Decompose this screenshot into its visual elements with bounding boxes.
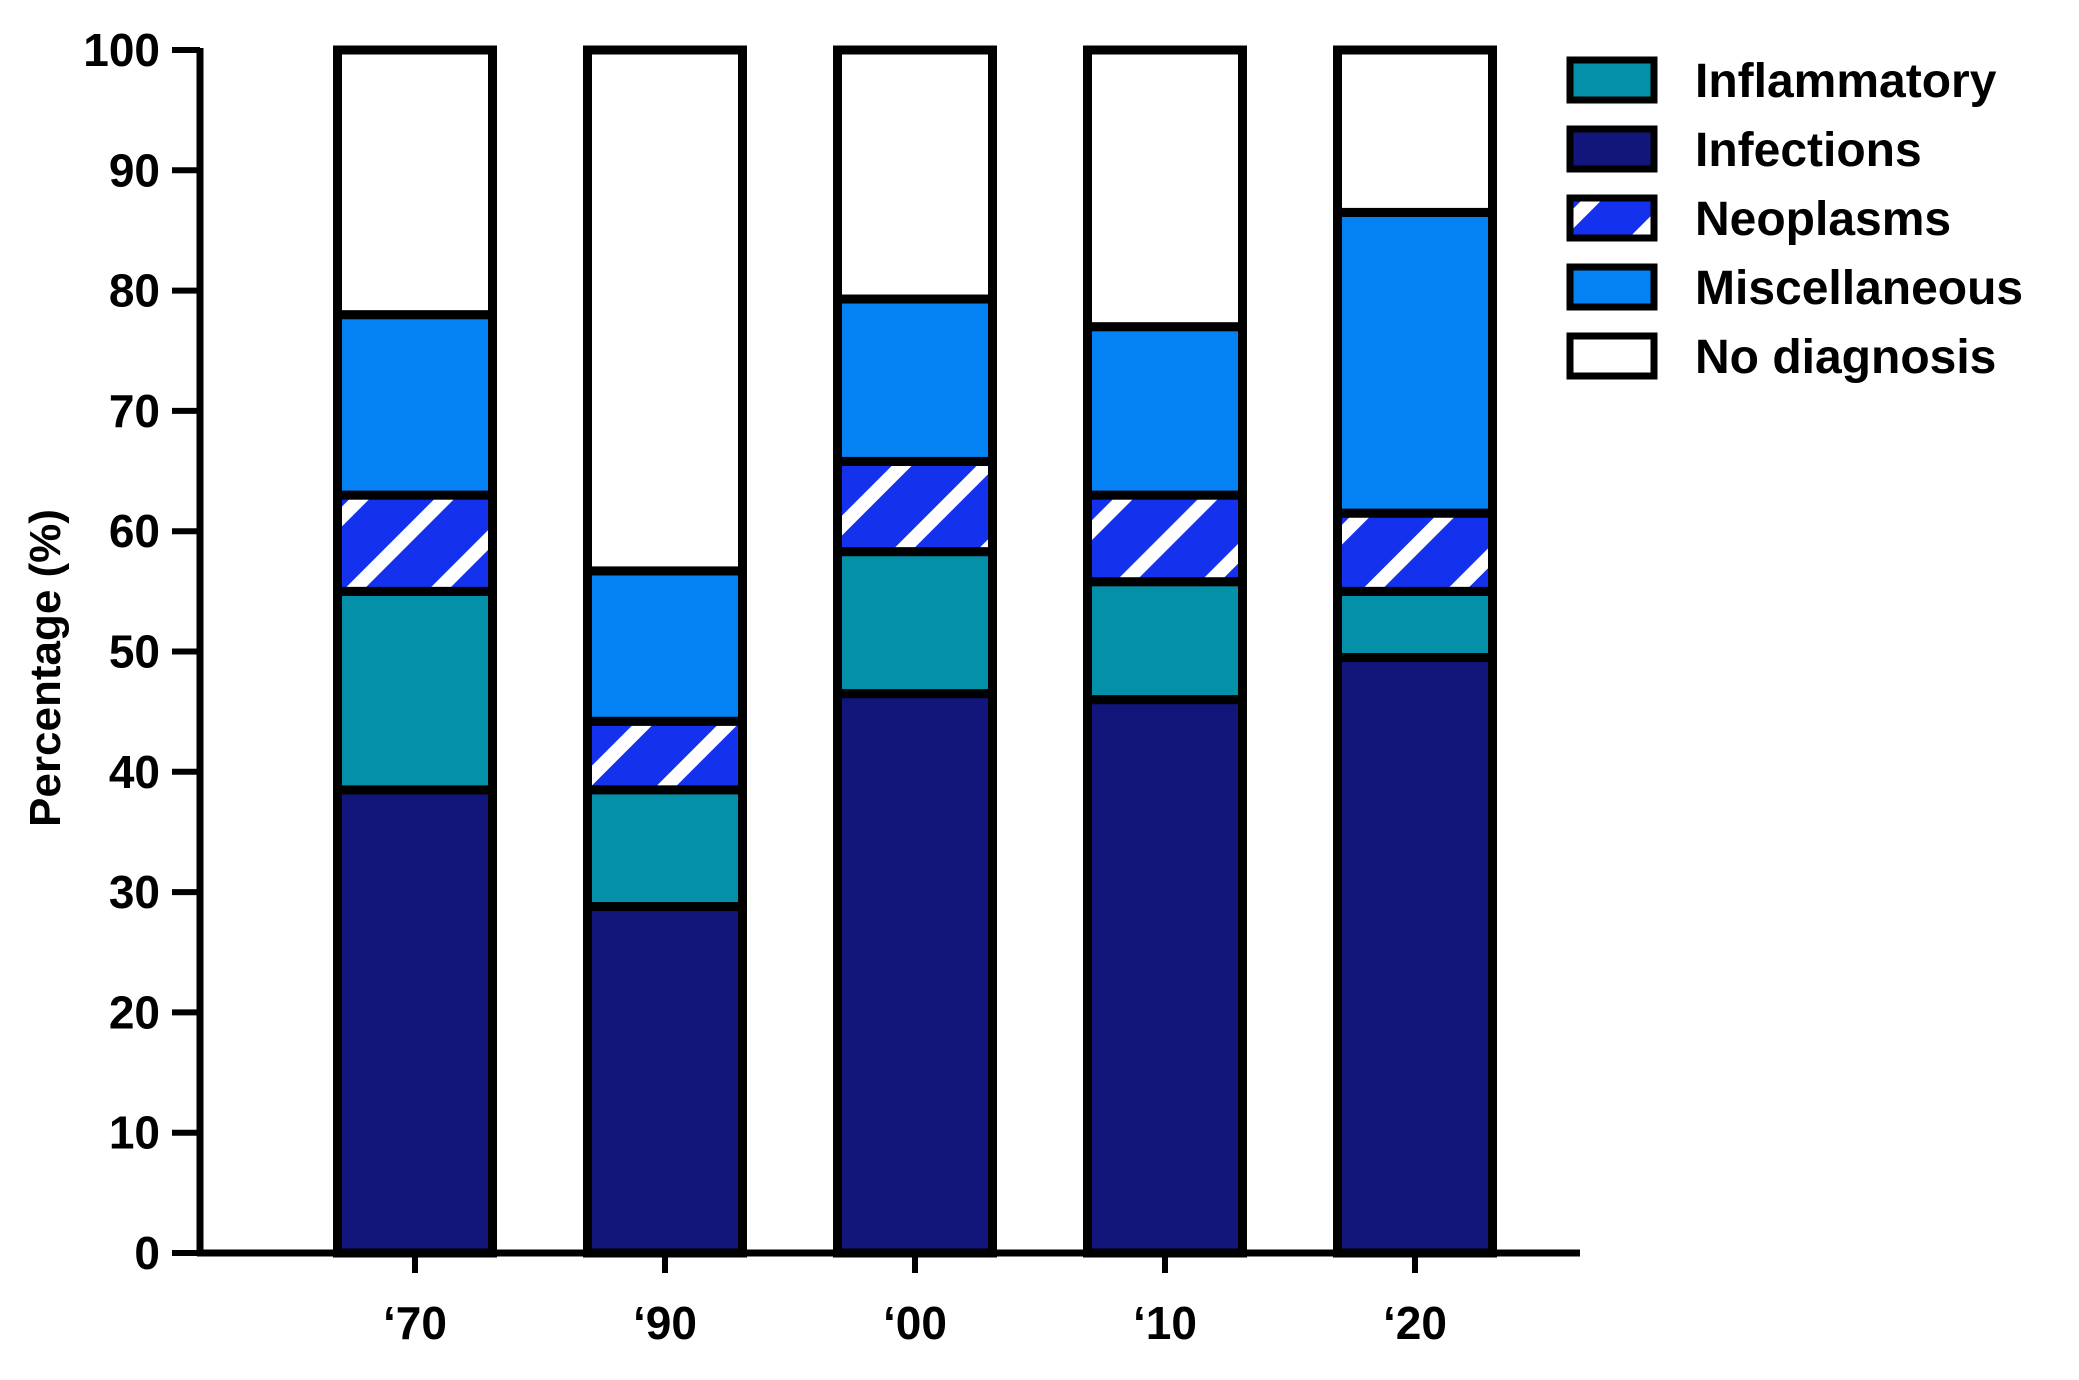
bar-segment-miscellaneous — [1333, 207, 1497, 518]
bar-segment-no-diagnosis — [333, 45, 497, 320]
bar-segment-inflammatory — [1333, 586, 1497, 663]
bar-segment-infections — [1333, 653, 1497, 1258]
x-tick-label: ‘00 — [883, 1297, 947, 1349]
bar-segment-infections — [833, 689, 997, 1258]
bar-segment-miscellaneous — [333, 310, 497, 500]
y-tick-label: 50 — [109, 626, 160, 678]
bar-segment-no-diagnosis — [583, 45, 747, 576]
x-tick-label: ‘70 — [383, 1297, 447, 1349]
bar-segment-inflammatory — [1083, 577, 1247, 705]
y-tick-label: 0 — [134, 1227, 160, 1279]
bar-segment-infections — [333, 785, 497, 1258]
bar-segment-inflammatory — [333, 586, 497, 795]
bar-segment-no-diagnosis — [833, 45, 997, 304]
bar-segment-inflammatory — [833, 547, 997, 699]
y-tick-label: 20 — [109, 986, 160, 1038]
x-tick-label: ‘20 — [1383, 1297, 1447, 1349]
legend-label-no-diagnosis: No diagnosis — [1695, 331, 1996, 384]
bar-segment-neoplasms — [833, 456, 997, 557]
legend-swatch-no-diagnosis — [1566, 332, 1658, 380]
bar-segment-miscellaneous — [833, 294, 997, 466]
x-tick-label: ‘90 — [633, 1297, 697, 1349]
legend-swatch-neoplasms — [1566, 194, 1658, 242]
bar-segment-no-diagnosis — [1333, 45, 1497, 217]
bar-segment-no-diagnosis — [1083, 45, 1247, 332]
legend-swatch-miscellaneous — [1566, 263, 1658, 311]
legend-swatch-infections — [1566, 125, 1658, 173]
bar-segment-neoplasms — [1083, 490, 1247, 587]
bar-segment-neoplasms — [333, 490, 497, 596]
legend-swatch-inflammatory — [1566, 56, 1658, 104]
y-tick-label: 10 — [109, 1107, 160, 1159]
y-tick-label: 90 — [109, 144, 160, 196]
legend-label-miscellaneous: Miscellaneous — [1695, 262, 2023, 315]
bars-group — [333, 45, 1497, 1258]
bar-segment-miscellaneous — [583, 566, 747, 726]
legend-label-inflammatory: Inflammatory — [1695, 55, 1997, 108]
bar-segment-neoplasms — [1333, 508, 1497, 596]
bar-segment-neoplasms — [583, 716, 747, 795]
y-tick-label: 40 — [109, 746, 160, 798]
y-tick-label: 100 — [83, 24, 160, 76]
y-tick-label: 80 — [109, 265, 160, 317]
bar-segment-inflammatory — [583, 785, 747, 912]
y-tick-label: 30 — [109, 866, 160, 918]
bar-segment-miscellaneous — [1083, 322, 1247, 500]
y-tick-label: 60 — [109, 505, 160, 557]
x-tick-label: ‘10 — [1133, 1297, 1197, 1349]
legend-label-infections: Infections — [1695, 124, 1922, 177]
y-axis-title: Percentage (%) — [21, 509, 70, 827]
legend: Inflammatory Infections Neoplasms Miscellan… — [1566, 55, 2023, 384]
axes-group: ‘70 ‘90 ‘00 ‘10 ‘20 0 10 20 30 40 50 60 70 80 90 100 — [83, 24, 1580, 1349]
y-tick-label: 70 — [109, 385, 160, 437]
bar-segment-infections — [583, 902, 747, 1258]
bar-segment-infections — [1083, 695, 1247, 1258]
legend-label-neoplasms: Neoplasms — [1695, 193, 1951, 246]
